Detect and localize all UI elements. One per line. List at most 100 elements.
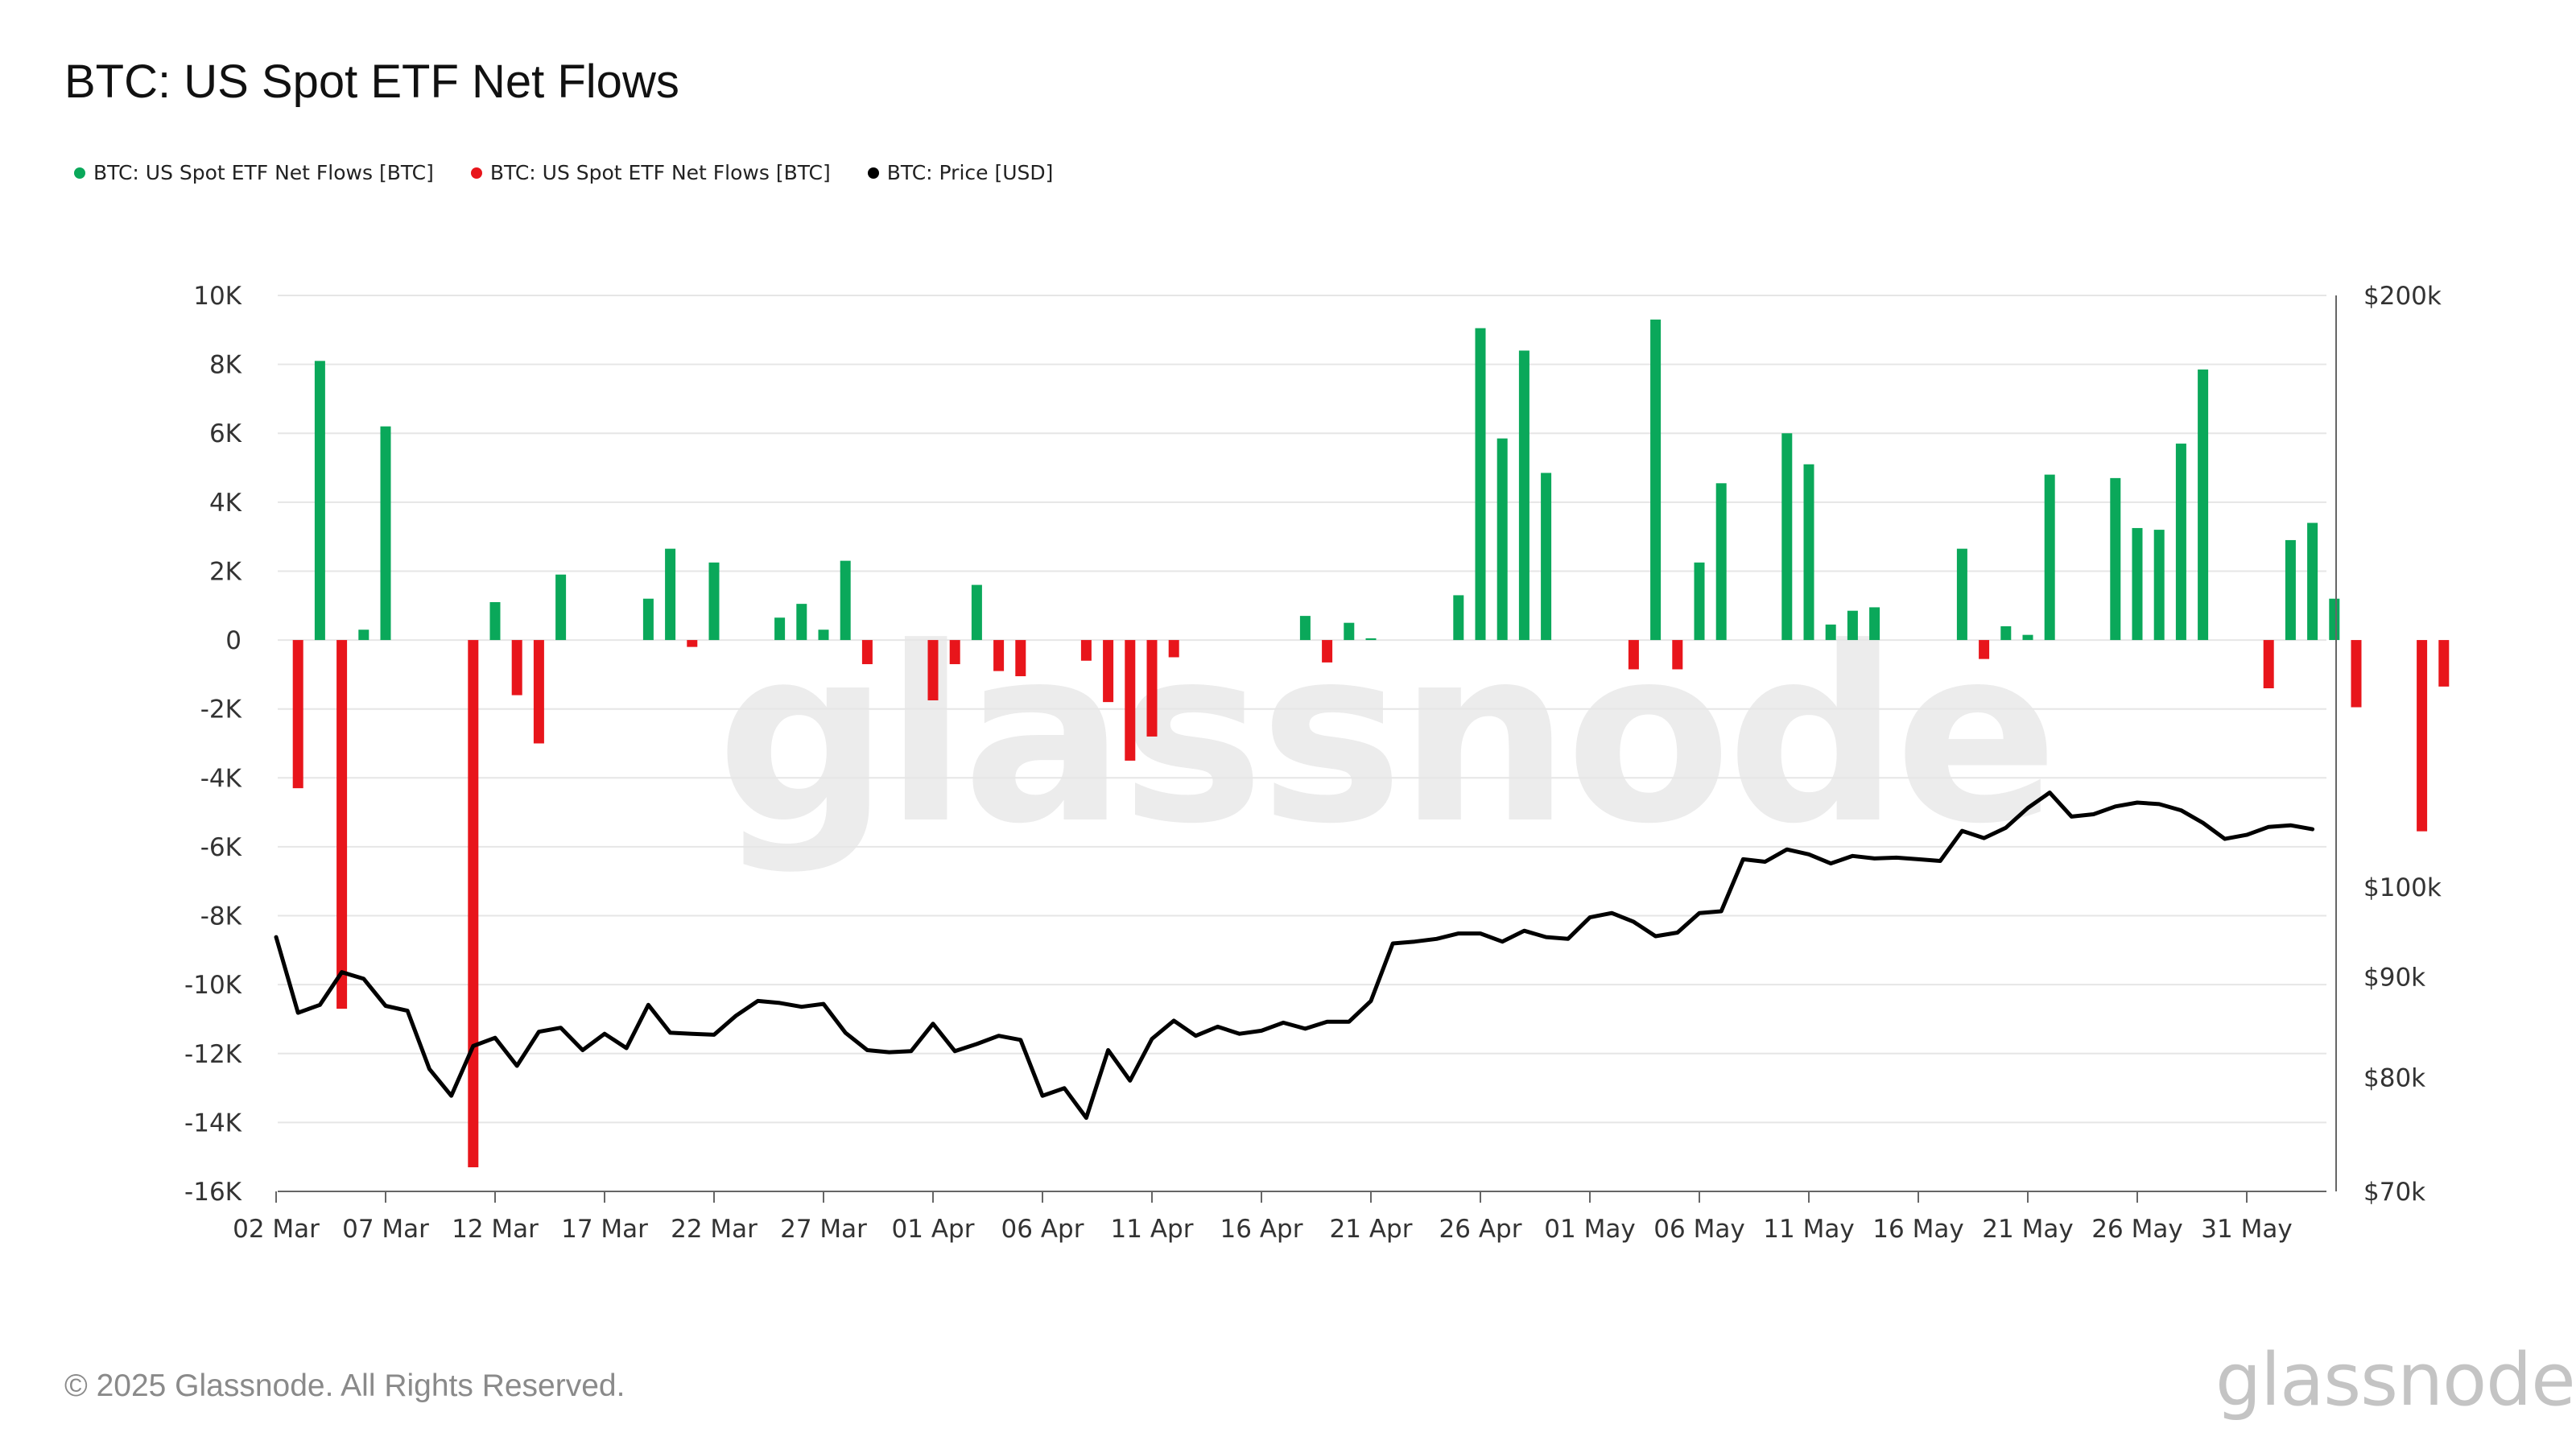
inflow-bar [1781, 433, 1793, 641]
inflow-bar [642, 598, 654, 641]
inflow-bar [1847, 610, 1858, 641]
x-tick-label: 01 Apr [892, 1215, 975, 1244]
outflow-bar [2438, 640, 2450, 687]
outflow-bar [1322, 640, 1333, 663]
inflow-bar [1694, 562, 1705, 641]
inflow-bar [774, 617, 786, 641]
x-tick-label: 21 Apr [1330, 1215, 1413, 1244]
y-right-tick-label: $70k [2363, 1178, 2425, 1207]
inflow-bar [2307, 522, 2318, 641]
outflow-bar [949, 640, 960, 665]
x-tick-label: 26 May [2091, 1215, 2182, 1244]
y-left-tick-label: -14K [184, 1108, 242, 1137]
inflow-bar [2285, 539, 2296, 641]
price-line-layer [274, 791, 2315, 1121]
y-left-tick-label: -12K [184, 1040, 242, 1069]
grid-layer [278, 295, 2326, 1192]
y-left-tick-label: -4K [200, 764, 242, 793]
inflow-bar [2000, 625, 2012, 641]
x-tick-label: 01 May [1544, 1215, 1635, 1244]
bar-layer [292, 319, 2450, 1168]
inflow-bar [1365, 638, 1377, 641]
inflow-bar [708, 562, 720, 641]
y-right-tick-label: $100k [2363, 873, 2442, 902]
inflow-bar [2044, 474, 2055, 641]
outflow-bar [993, 640, 1005, 671]
x-tick-label: 06 Apr [1001, 1215, 1084, 1244]
inflow-bar [1825, 624, 1836, 641]
x-tick-label: 11 Apr [1111, 1215, 1194, 1244]
y-right-tick-label: $90k [2363, 964, 2425, 993]
inflow-bar [489, 601, 501, 641]
outflow-bar [2263, 640, 2274, 689]
x-tick-label: 31 May [2201, 1215, 2292, 1244]
inflow-bar [1541, 473, 1552, 641]
x-tick-label: 17 Mar [561, 1215, 648, 1244]
y-left-tick-label: 0 [225, 626, 242, 655]
outflow-bar [292, 640, 303, 789]
outflow-bar [2351, 640, 2362, 708]
inflow-bar [1650, 319, 1662, 641]
y-left-tick-label: 10K [193, 282, 242, 311]
outflow-bar [1979, 640, 1990, 659]
outflow-bar [1015, 640, 1026, 677]
inflow-bar [2110, 477, 2121, 641]
glassnode-watermark: glassnode [716, 596, 2058, 877]
y-left-tick-label: 8K [209, 351, 242, 380]
outflow-bar [468, 640, 479, 1168]
inflow-bar [1299, 616, 1311, 641]
inflow-bar [2132, 527, 2143, 641]
legend-item-inflows[interactable]: BTC: US Spot ETF Net Flows [BTC] [74, 161, 434, 184]
legend-dot-inflows [74, 167, 85, 179]
outflow-bar [1168, 640, 1179, 658]
chart-title: BTC: US Spot ETF Net Flows [64, 56, 679, 108]
chart-legend: BTC: US Spot ETF Net Flows [BTC] BTC: US… [74, 161, 1053, 184]
x-tick-label: 11 May [1763, 1215, 1854, 1244]
outflow-bar [1125, 640, 1136, 761]
inflow-bar [1956, 548, 1967, 641]
outflow-bar [687, 640, 698, 647]
y-right-tick-label: $80k [2363, 1063, 2425, 1092]
outflow-bar [1672, 640, 1683, 670]
legend-label-price: BTC: Price [USD] [886, 161, 1054, 184]
y-left-tick-label: 4K [209, 489, 242, 518]
inflow-bar [1344, 622, 1355, 641]
y-left-tick-label: -2K [200, 696, 242, 724]
y-left-tick-label: 2K [209, 557, 242, 586]
outflow-bar [927, 640, 939, 700]
inflow-bar [2153, 530, 2165, 641]
inflow-bar [2175, 444, 2186, 641]
x-tick-label: 22 Mar [671, 1215, 758, 1244]
outflow-bar [1103, 640, 1114, 703]
outflow-bar [336, 640, 348, 1009]
x-tick-label: 26 Apr [1439, 1215, 1522, 1244]
glassnode-logo[interactable]: glassnode [2215, 1338, 2576, 1422]
x-tick-label: 27 Mar [780, 1215, 867, 1244]
x-tick-label: 02 Mar [233, 1215, 320, 1244]
inflow-bar [1869, 607, 1880, 641]
legend-item-outflows[interactable]: BTC: US Spot ETF Net Flows [BTC] [470, 161, 831, 184]
inflow-bar [2329, 598, 2340, 641]
outflow-bar [2417, 640, 2428, 832]
legend-label-inflows: BTC: US Spot ETF Net Flows [BTC] [93, 161, 434, 184]
inflow-bar [1518, 350, 1530, 641]
inflow-bar [840, 560, 851, 641]
inflow-bar [971, 584, 982, 641]
outflow-bar [511, 640, 522, 696]
inflow-bar [1453, 595, 1464, 641]
inflow-bar [1475, 328, 1486, 641]
legend-item-price[interactable]: BTC: Price [USD] [867, 161, 1054, 184]
outflow-bar [533, 640, 544, 744]
inflow-bar [1803, 464, 1814, 641]
inflow-bar [555, 574, 567, 641]
x-tick-label: 12 Mar [452, 1215, 539, 1244]
inflow-bar [796, 604, 807, 641]
outflow-bar [1146, 640, 1158, 737]
price-line [274, 791, 2315, 1121]
x-tick-label: 06 May [1653, 1215, 1744, 1244]
y-left-tick-label: -16K [184, 1178, 242, 1207]
x-tick-label: 16 May [1872, 1215, 1963, 1244]
legend-label-outflows: BTC: US Spot ETF Net Flows [BTC] [489, 161, 831, 184]
legend-dot-price [867, 167, 879, 179]
